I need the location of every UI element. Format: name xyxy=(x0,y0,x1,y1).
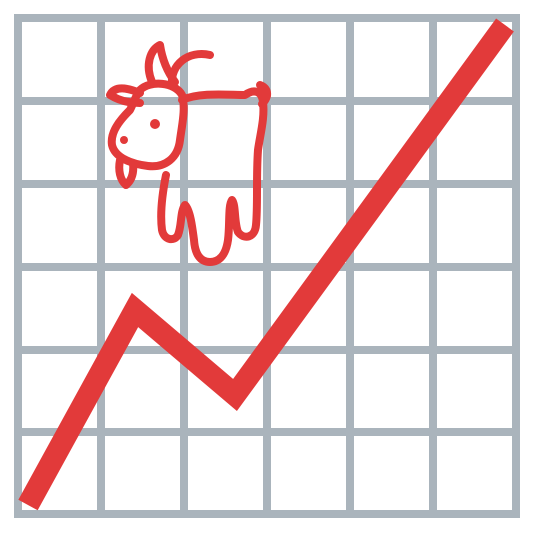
goat-body xyxy=(157,87,268,266)
goat-nostril xyxy=(120,136,128,144)
goat-head xyxy=(107,79,188,171)
goat-icon xyxy=(106,41,271,266)
goat-beard xyxy=(115,156,138,189)
goat-eye xyxy=(150,119,160,129)
upward-zigzag-trend-icon xyxy=(18,18,514,511)
goat-tail xyxy=(256,81,271,108)
goat-horn-front xyxy=(144,41,179,86)
